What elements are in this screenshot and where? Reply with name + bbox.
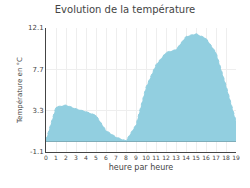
- svg-text:1: 1: [54, 154, 58, 161]
- svg-text:17: 17: [212, 154, 220, 161]
- svg-text:14: 14: [182, 154, 190, 161]
- svg-text:9: 9: [134, 154, 138, 161]
- svg-text:6: 6: [104, 154, 108, 161]
- svg-text:13: 13: [172, 154, 180, 161]
- svg-text:11: 11: [152, 154, 160, 161]
- svg-text:Température en °C: Température en °C: [16, 57, 24, 124]
- svg-text:-1.1: -1.1: [30, 148, 44, 156]
- svg-text:12: 12: [162, 154, 170, 161]
- svg-text:18: 18: [222, 154, 230, 161]
- svg-text:0: 0: [44, 154, 48, 161]
- svg-text:Evolution de la température: Evolution de la température: [55, 4, 195, 15]
- svg-text:8: 8: [124, 154, 128, 161]
- svg-text:3: 3: [74, 154, 78, 161]
- svg-text:7: 7: [114, 154, 118, 161]
- svg-text:16: 16: [202, 154, 210, 161]
- svg-text:3.3: 3.3: [32, 107, 43, 115]
- svg-text:10: 10: [142, 154, 150, 161]
- svg-text:5: 5: [94, 154, 98, 161]
- svg-text:heure par heure: heure par heure: [109, 163, 174, 172]
- svg-text:19: 19: [232, 154, 240, 161]
- svg-text:7.7: 7.7: [32, 66, 43, 74]
- svg-text:15: 15: [192, 154, 200, 161]
- svg-text:4: 4: [84, 154, 88, 161]
- svg-text:2: 2: [64, 154, 68, 161]
- svg-text:12.1: 12.1: [28, 24, 44, 32]
